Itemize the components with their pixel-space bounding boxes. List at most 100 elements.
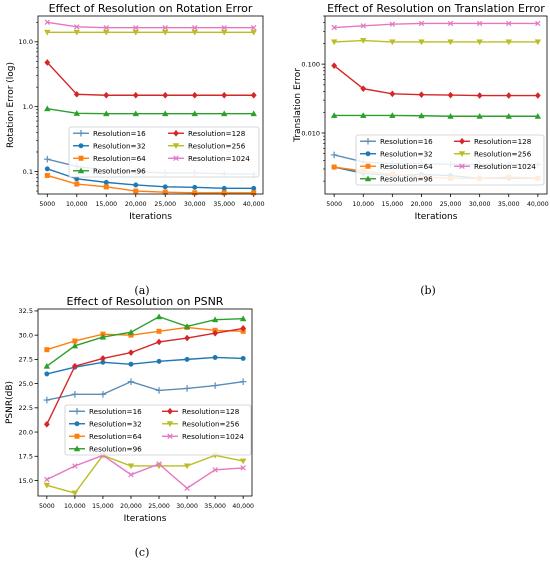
legend-marker xyxy=(172,143,180,150)
x-tick-label: 20,000 xyxy=(120,503,142,510)
legend-box xyxy=(64,404,252,456)
legend-marker xyxy=(78,155,84,161)
legend-marker xyxy=(77,167,85,174)
data-point xyxy=(184,334,191,342)
figure-caption: (b) xyxy=(420,284,436,297)
x-tick-label: 5000 xyxy=(326,201,342,208)
series-line xyxy=(46,326,244,351)
legend-label: Resolution=16 xyxy=(89,407,142,416)
series-line xyxy=(47,174,254,194)
legend-marker xyxy=(364,137,372,145)
legend-label: Resolution=16 xyxy=(380,137,433,146)
legend-entry: Resolution=32 xyxy=(69,419,142,428)
data-point xyxy=(330,151,338,159)
data-point xyxy=(506,20,512,27)
data-point xyxy=(330,112,338,118)
x-tick-label: 5000 xyxy=(39,201,55,208)
x-tick-label: 5000 xyxy=(39,503,55,510)
legend-entry: Resolution=128 xyxy=(454,137,532,146)
x-tick-label: 25,000 xyxy=(154,201,176,208)
data-point xyxy=(73,90,80,98)
x-tick-label: 40,000 xyxy=(243,201,265,208)
legend-entry: Resolution=32 xyxy=(360,149,433,158)
legend-label: Resolution=128 xyxy=(188,129,246,138)
data-point xyxy=(43,482,51,489)
x-tick-label: 25,000 xyxy=(148,503,170,510)
series-line xyxy=(46,380,244,401)
x-tick-label: 15,000 xyxy=(382,201,404,208)
legend-marker xyxy=(365,151,371,157)
data-point xyxy=(250,29,257,36)
data-point xyxy=(132,110,139,117)
data-point xyxy=(183,463,191,470)
legend-marker xyxy=(74,421,80,427)
legend: Resolution=16 Resolution=32 Resolution=64 R… xyxy=(68,126,260,178)
x-tick-label: 30,000 xyxy=(469,201,491,208)
figure-caption: (c) xyxy=(135,546,150,559)
legend-entry: Resolution=1024 xyxy=(454,162,536,171)
series-resolution-128 xyxy=(331,62,541,99)
series-resolution-128 xyxy=(44,59,257,99)
series-resolution-128 xyxy=(43,324,247,428)
legend-label: Resolution=32 xyxy=(89,419,142,428)
legend-entry: Resolution=128 xyxy=(162,407,240,416)
data-point xyxy=(156,461,162,467)
data-point xyxy=(74,24,80,30)
series-line xyxy=(47,108,254,115)
series-resolution-96 xyxy=(43,313,247,369)
data-point xyxy=(220,29,228,36)
legend-entry: Resolution=32 xyxy=(73,141,146,150)
y-tick-label: 27.5 xyxy=(19,356,33,364)
data-point xyxy=(239,378,247,385)
legend-marker xyxy=(173,129,179,137)
data-point xyxy=(389,21,396,27)
series-line xyxy=(46,315,244,367)
y-tick-label: 20.0 xyxy=(19,428,33,436)
legend-entry: Resolution=1024 xyxy=(168,154,250,163)
chart-title: Effect of Resolution on Translation Erro… xyxy=(327,2,545,15)
data-point xyxy=(389,90,396,98)
series-line xyxy=(334,114,538,117)
series-line xyxy=(334,39,538,43)
y-tick-label: 22.5 xyxy=(19,404,33,412)
y-tick-label: 30.0 xyxy=(19,331,33,339)
x-tick-label: 35,000 xyxy=(498,201,520,208)
x-tick-label: 30,000 xyxy=(184,201,206,208)
series-line xyxy=(46,356,244,375)
legend: Resolution=16 Resolution=32 Resolution=64 R… xyxy=(64,404,252,456)
series-line xyxy=(47,168,254,190)
data-point xyxy=(221,190,227,196)
data-point xyxy=(74,181,80,187)
data-point xyxy=(73,29,81,36)
data-point xyxy=(133,182,139,188)
data-point xyxy=(239,315,247,322)
data-point xyxy=(103,179,109,185)
data-point xyxy=(191,91,198,99)
data-point xyxy=(192,190,198,196)
legend: Resolution=16 Resolution=32 Resolution=64 R… xyxy=(355,134,545,186)
data-point xyxy=(44,172,50,178)
data-point xyxy=(162,110,169,117)
legend-marker xyxy=(365,163,371,169)
data-point xyxy=(132,91,139,99)
data-point xyxy=(251,190,257,196)
data-point xyxy=(240,355,246,361)
data-point xyxy=(99,355,106,362)
x-tick-label: 30,000 xyxy=(176,503,198,510)
data-point xyxy=(250,24,257,31)
data-point xyxy=(162,91,169,99)
legend-label: Resolution=256 xyxy=(182,419,240,428)
y-axis-label: Translation Error xyxy=(293,68,303,143)
x-tick-label: 40,000 xyxy=(232,503,254,510)
data-point xyxy=(418,112,425,119)
data-point xyxy=(212,467,218,473)
data-point xyxy=(360,23,366,29)
series-line xyxy=(333,65,538,97)
data-point xyxy=(156,338,162,346)
series-resolution-16 xyxy=(43,378,247,404)
x-tick-label: 35,000 xyxy=(213,201,235,208)
data-point xyxy=(43,420,50,428)
legend-label: Resolution=32 xyxy=(93,141,146,150)
legend-label: Resolution=128 xyxy=(182,407,240,416)
legend-label: Resolution=1024 xyxy=(188,154,250,163)
